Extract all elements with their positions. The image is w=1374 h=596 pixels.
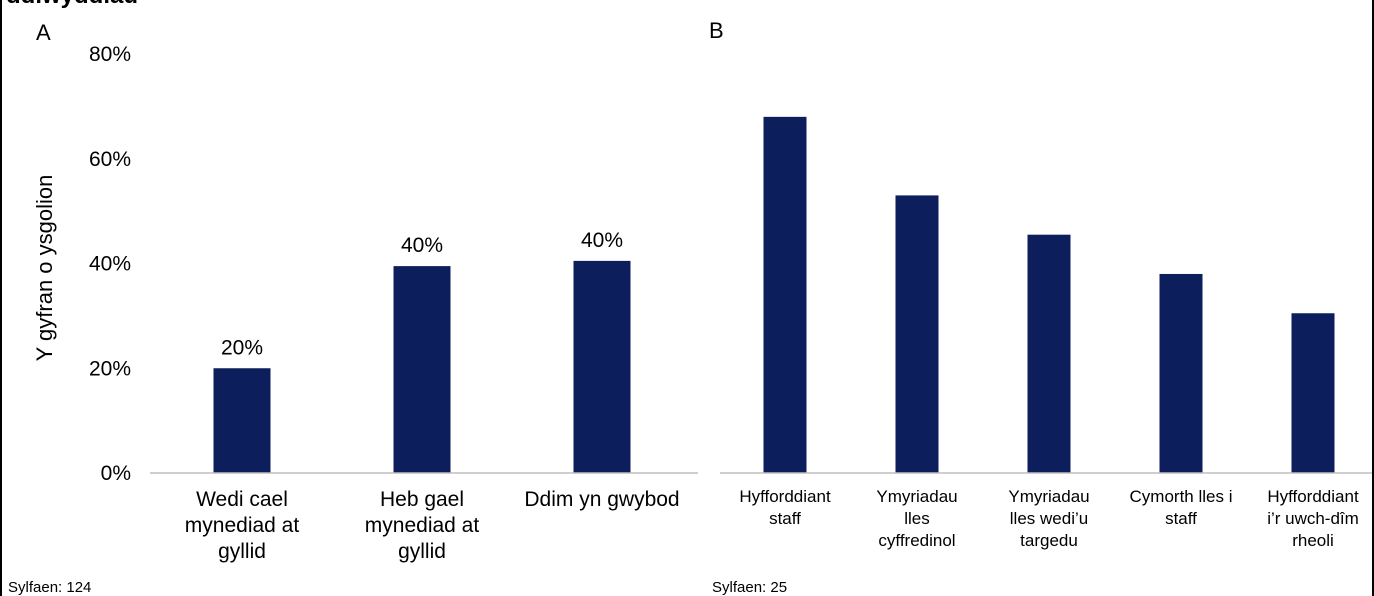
data-label: 40% xyxy=(401,234,443,257)
y-tick-label: 80% xyxy=(89,43,131,66)
category-label: Ddim yn gwybod xyxy=(524,488,679,511)
panel-a-y-axis-title: Y gyfran o ysgolion xyxy=(32,175,57,362)
bar xyxy=(393,266,451,473)
bar xyxy=(213,368,271,473)
category-label: Wedi cael xyxy=(196,488,288,511)
category-label: staff xyxy=(769,509,801,528)
category-label: mynediad at xyxy=(365,514,480,537)
panel-b-label: B xyxy=(709,18,724,43)
category-label: gyllid xyxy=(398,540,446,563)
category-label: Hyfforddiant xyxy=(1267,487,1359,506)
category-label: Heb gael xyxy=(380,488,464,511)
category-label: cyffredinol xyxy=(878,531,955,550)
category-label: gyllid xyxy=(218,540,266,563)
category-label: Ymyriadau xyxy=(1008,487,1089,506)
bar xyxy=(573,260,631,473)
panel-b-footnote: Sylfaen: 25 xyxy=(712,579,787,596)
panel-a-footnote: Sylfaen: 124 xyxy=(8,579,91,596)
data-label: 40% xyxy=(581,229,623,252)
category-label: rheoli xyxy=(1292,531,1334,550)
category-label: lles wedi’u xyxy=(1010,509,1088,528)
top-cut-text: ddiwyddiau xyxy=(6,0,138,9)
category-label: i’r uwch-dîm xyxy=(1267,509,1359,528)
category-label: Cymorth lles i xyxy=(1130,487,1233,506)
category-label: Hyfforddiant xyxy=(739,487,831,506)
bar xyxy=(1291,313,1335,473)
category-label: targedu xyxy=(1020,531,1078,550)
y-tick-label: 40% xyxy=(89,253,131,276)
category-label: mynediad at xyxy=(185,514,300,537)
bar xyxy=(763,116,807,473)
category-label: Ymyriadau xyxy=(876,487,957,506)
bar xyxy=(1159,273,1203,473)
data-label: 20% xyxy=(221,336,263,359)
panel-a-label: A xyxy=(36,20,51,45)
panel-b-chart: B Hyfforddiant staff Ymyriadau lles cyffredi… xyxy=(709,18,1372,596)
category-label: staff xyxy=(1165,509,1197,528)
bar xyxy=(895,195,939,473)
bar xyxy=(1027,234,1071,473)
y-tick-label: 0% xyxy=(101,462,131,485)
category-label: lles xyxy=(904,509,930,528)
panel-a-chart: A Y gyfran o ysgolion 0% 20% 40% 60% 80% 20%… xyxy=(8,20,698,596)
y-tick-label: 60% xyxy=(89,148,131,171)
y-tick-label: 20% xyxy=(89,357,131,380)
